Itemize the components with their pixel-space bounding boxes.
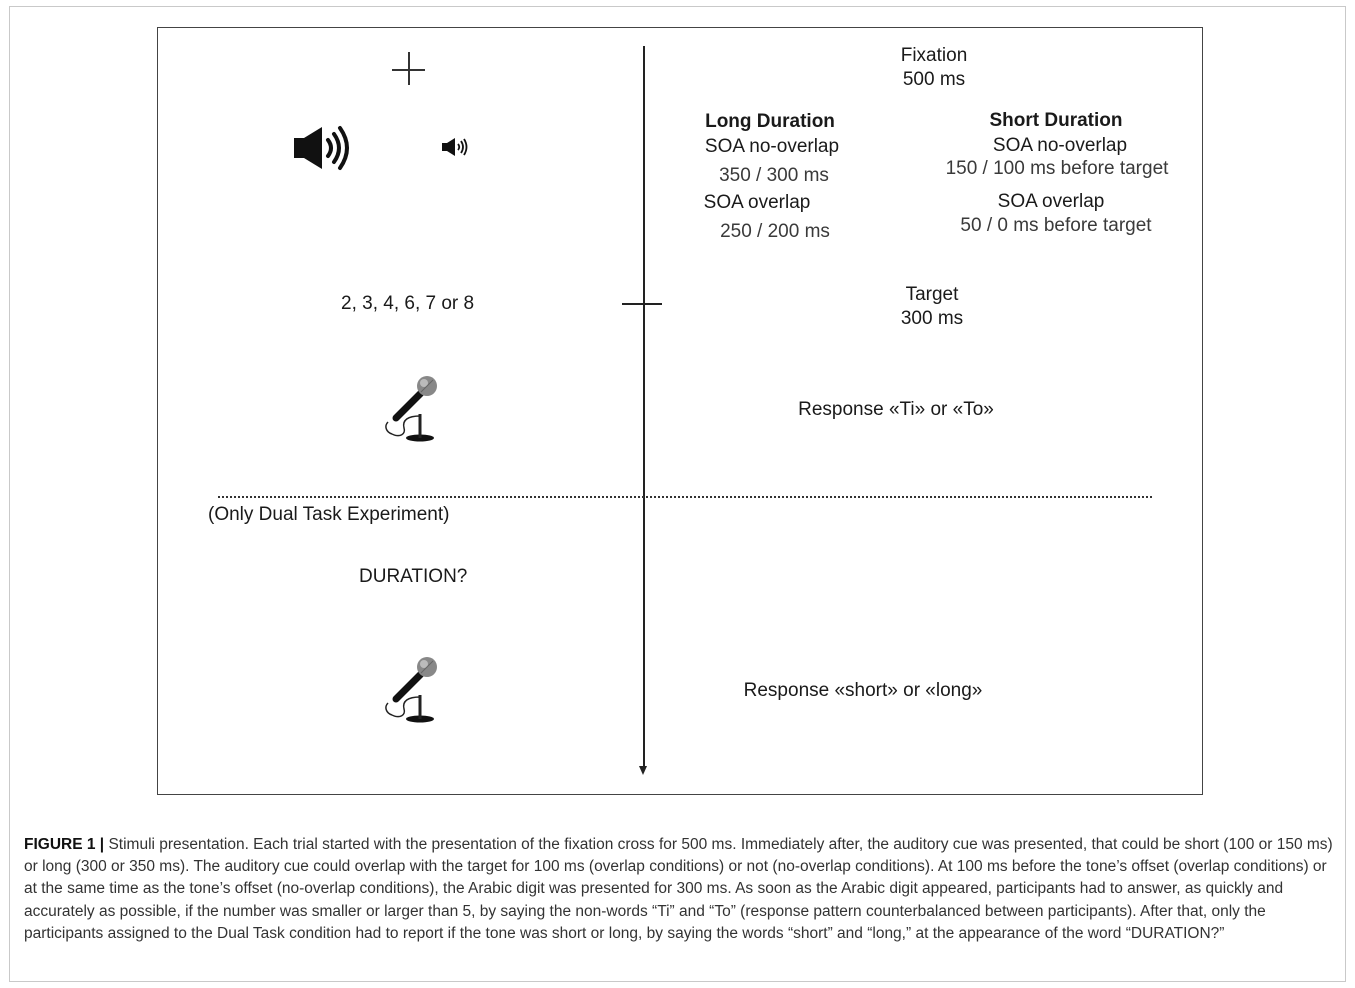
caption-text: Stimuli presentation. Each trial started… <box>24 836 1333 942</box>
figure-caption: FIGURE 1 | Stimuli presentation. Each tr… <box>24 834 1334 945</box>
fixation-time: 500 ms <box>902 69 966 90</box>
dual-task-divider <box>218 496 1152 498</box>
short-soa-overlap: SOA overlap <box>997 191 1105 212</box>
short-overlap-values: 50 / 0 ms before target <box>960 215 1152 236</box>
long-soa-overlap: SOA overlap <box>703 192 811 213</box>
timeline-axis <box>643 46 645 768</box>
target-tick <box>622 303 662 305</box>
quiet-speaker-icon <box>442 138 468 156</box>
short-no-overlap-values: 150 / 100 ms before target <box>945 158 1169 179</box>
long-soa-no-overlap: SOA no-overlap <box>704 136 840 157</box>
figure-frame <box>157 27 1203 795</box>
long-duration-title: Long Duration <box>705 111 835 132</box>
target-title: Target <box>905 284 959 305</box>
duration-question: DURATION? <box>359 566 468 587</box>
timeline-arrowhead <box>639 766 647 775</box>
target-time: 300 ms <box>900 308 964 329</box>
figure-panel <box>9 6 1346 982</box>
loud-speaker-icon <box>294 126 349 170</box>
microphone-icon <box>385 376 437 442</box>
response-short-long: Response «short» or «long» <box>743 680 983 701</box>
dual-task-note: (Only Dual Task Experiment) <box>208 504 450 525</box>
short-soa-no-overlap: SOA no-overlap <box>992 135 1128 156</box>
long-no-overlap-values: 350 / 300 ms <box>719 165 829 186</box>
fixation-title: Fixation <box>900 45 968 66</box>
long-overlap-values: 250 / 200 ms <box>720 221 830 242</box>
short-duration-title: Short Duration <box>989 110 1123 131</box>
microphone-icon <box>385 657 437 723</box>
figure-label: FIGURE 1 | <box>24 836 105 853</box>
response-ti-to: Response «Ti» or «To» <box>798 399 994 420</box>
digit-stimuli: 2, 3, 4, 6, 7 or 8 <box>341 293 475 314</box>
